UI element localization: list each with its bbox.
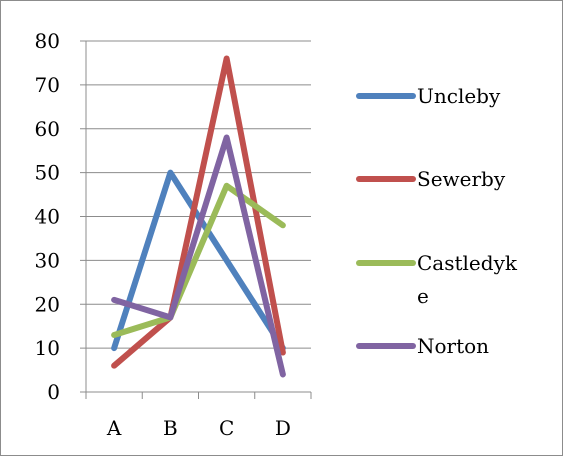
series-line-norton bbox=[111, 134, 286, 378]
series-lines bbox=[111, 55, 286, 378]
y-tick-label-50: 50 bbox=[35, 161, 60, 185]
legend-label-sewerby: Sewerby bbox=[417, 167, 506, 191]
tick-labels: 0 10 20 30 40 50 60 70 80 A B C D bbox=[35, 29, 291, 440]
series-line-castledyke bbox=[111, 182, 286, 338]
y-tick-label-80: 80 bbox=[35, 29, 60, 53]
x-tick-label-C: C bbox=[219, 416, 234, 440]
legend-label-uncleby: Uncleby bbox=[417, 84, 501, 108]
y-tick-label-30: 30 bbox=[35, 248, 60, 272]
x-tick-label-B: B bbox=[163, 416, 178, 440]
legend-label-castledyke-1: e bbox=[417, 284, 429, 308]
y-tick-label-20: 20 bbox=[35, 292, 60, 316]
x-tick-label-A: A bbox=[106, 416, 122, 440]
y-tick-label-40: 40 bbox=[35, 205, 60, 229]
legend: Uncleby Sewerby Castledyk e Norton bbox=[356, 84, 518, 358]
y-tick-label-0: 0 bbox=[47, 380, 60, 404]
axes bbox=[80, 40, 312, 399]
legend-label-norton: Norton bbox=[417, 334, 489, 358]
series-line-uncleby bbox=[111, 169, 286, 352]
legend-label-castledyke: Castledyk bbox=[417, 251, 518, 275]
x-tick-label-D: D bbox=[275, 416, 291, 440]
y-tick-label-60: 60 bbox=[35, 117, 60, 141]
y-tick-label-10: 10 bbox=[35, 336, 60, 360]
y-tick-label-70: 70 bbox=[35, 73, 60, 97]
